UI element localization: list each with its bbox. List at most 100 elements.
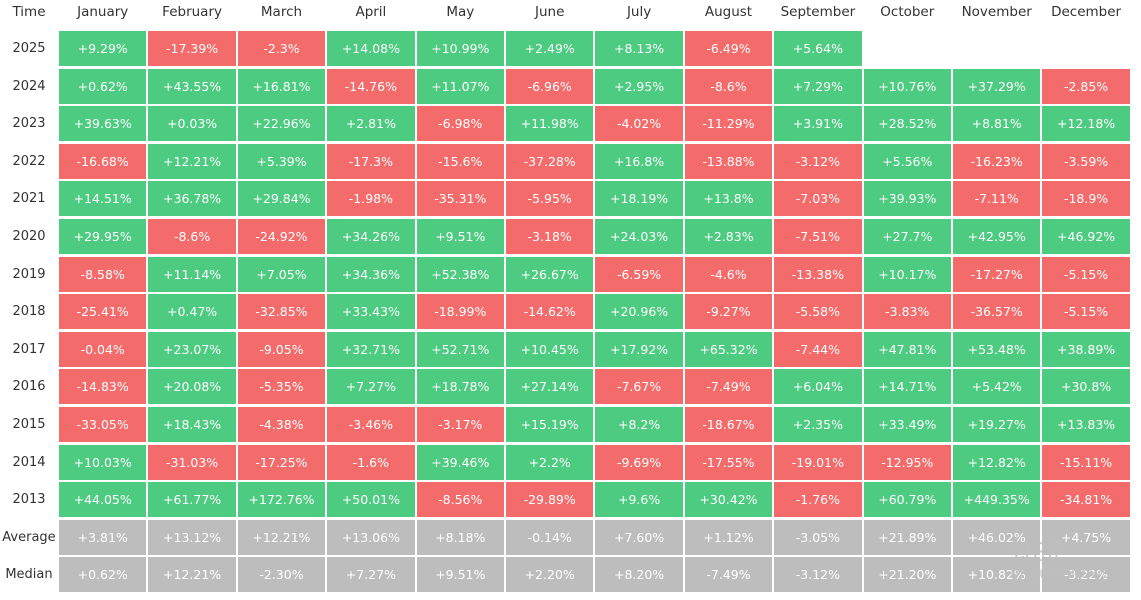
return-cell: -17.27% <box>953 256 1041 292</box>
return-cell: +21.20% <box>863 557 951 593</box>
return-cell: -2.85% <box>1042 68 1130 104</box>
return-cell: +2.83% <box>684 219 773 254</box>
row-label: 2016 <box>12 379 46 395</box>
row-label: 2024 <box>12 78 46 94</box>
column-header: September <box>780 4 856 20</box>
row-label: 2020 <box>12 229 46 244</box>
return-cell: +46.92% <box>1042 219 1130 254</box>
return-cell: -17.55% <box>684 444 773 480</box>
return-cell: +8.18% <box>416 519 504 555</box>
return-cell: +16.8% <box>595 143 683 179</box>
return-cell: -18.67% <box>684 407 773 442</box>
return-cell: +11.14% <box>148 256 236 292</box>
row-label: Median <box>5 567 53 583</box>
return-cell: +43.55% <box>148 68 236 104</box>
return-cell: -19.01% <box>774 444 862 480</box>
return-cell: +32.71% <box>327 331 415 367</box>
return-cell: -8.6% <box>684 68 773 104</box>
return-cell: -4.6% <box>684 256 773 292</box>
return-cell: -17.39% <box>148 31 236 66</box>
return-cell: +12.21% <box>237 519 326 555</box>
row-label: Average <box>2 529 56 545</box>
return-cell: +5.39% <box>237 143 326 179</box>
return-cell: +13.83% <box>1042 407 1130 442</box>
return-cell: +12.21% <box>148 557 236 593</box>
return-cell: +5.56% <box>863 143 951 179</box>
return-cell: +29.84% <box>237 181 326 217</box>
column-header: January <box>77 4 129 20</box>
row-label: 2022 <box>12 153 46 169</box>
return-cell: -11.29% <box>684 106 773 142</box>
column-header: July <box>626 4 652 20</box>
return-cell: +8.2% <box>595 407 683 442</box>
return-cell: -13.88% <box>684 143 773 179</box>
return-cell: -31.03% <box>148 444 236 480</box>
return-cell: -5.35% <box>237 369 326 405</box>
row-label: 2019 <box>12 266 46 282</box>
return-cell: +7.05% <box>237 256 326 292</box>
return-cell: +9.29% <box>59 31 147 66</box>
return-cell: -3.22% <box>1042 557 1130 593</box>
return-cell: +52.38% <box>416 256 504 292</box>
return-cell: -24.92% <box>237 219 326 254</box>
return-cell: +34.36% <box>327 256 415 292</box>
return-cell: +14.71% <box>863 369 951 405</box>
return-cell: -32.85% <box>237 294 326 330</box>
return-cell: +39.46% <box>416 444 504 480</box>
return-cell: +12.21% <box>148 143 236 179</box>
row-label: 2021 <box>12 191 46 207</box>
return-cell: +47.81% <box>863 331 951 367</box>
return-cell: +11.07% <box>416 68 504 104</box>
row-label: 2025 <box>12 41 46 56</box>
return-cell: -12.95% <box>863 444 951 480</box>
return-cell: +14.08% <box>327 31 415 66</box>
return-cell: +7.29% <box>774 68 862 104</box>
return-cell: -3.83% <box>863 294 951 330</box>
return-cell: +52.71% <box>416 331 504 367</box>
return-cell: +22.96% <box>237 106 326 142</box>
row-label: 2017 <box>12 341 46 357</box>
return-cell: +28.52% <box>863 106 951 142</box>
return-cell: +7.27% <box>327 369 415 405</box>
return-cell: +0.03% <box>148 106 236 142</box>
row-label: 2018 <box>12 304 46 320</box>
return-cell: +18.43% <box>148 407 236 442</box>
return-cell: -6.96% <box>506 68 594 104</box>
return-cell: +2.35% <box>774 407 862 442</box>
return-cell: +17.92% <box>595 331 683 367</box>
return-cell: -29.89% <box>506 482 594 518</box>
return-cell: +3.81% <box>59 519 147 555</box>
return-cell: +1.12% <box>684 519 773 555</box>
return-cell: +65.32% <box>684 331 773 367</box>
return-cell: +39.93% <box>863 181 951 217</box>
return-cell: +15.19% <box>506 407 594 442</box>
return-cell: -7.03% <box>774 181 862 217</box>
return-cell: +18.78% <box>416 369 504 405</box>
return-cell: +33.43% <box>327 294 415 330</box>
return-cell: -5.15% <box>1042 294 1130 330</box>
return-cell: -3.17% <box>416 407 504 442</box>
return-cell: +24.03% <box>595 219 683 254</box>
return-cell: +44.05% <box>59 482 147 518</box>
return-cell: -3.05% <box>774 519 862 555</box>
return-cell: -7.44% <box>774 331 862 367</box>
return-cell: +8.20% <box>595 557 683 593</box>
return-cell: +12.82% <box>953 444 1041 480</box>
return-cell: +36.78% <box>148 181 236 217</box>
return-cell: -7.51% <box>774 219 862 254</box>
return-cell: -1.6% <box>327 444 415 480</box>
return-cell: +10.03% <box>59 444 147 480</box>
return-cell: +50.01% <box>327 482 415 518</box>
return-cell: +13.06% <box>327 519 415 555</box>
return-cell: -8.58% <box>59 256 147 292</box>
row-label: 2015 <box>12 417 46 432</box>
return-cell: +27.7% <box>863 219 951 254</box>
return-cell: +13.8% <box>684 181 773 217</box>
return-cell: -14.62% <box>506 294 594 330</box>
row-label: 2014 <box>12 454 46 470</box>
return-cell: -1.98% <box>327 181 415 217</box>
return-cell: +39.63% <box>59 106 147 142</box>
column-header: August <box>704 4 753 20</box>
return-cell: +5.42% <box>953 369 1041 405</box>
return-cell: -3.12% <box>774 557 862 593</box>
